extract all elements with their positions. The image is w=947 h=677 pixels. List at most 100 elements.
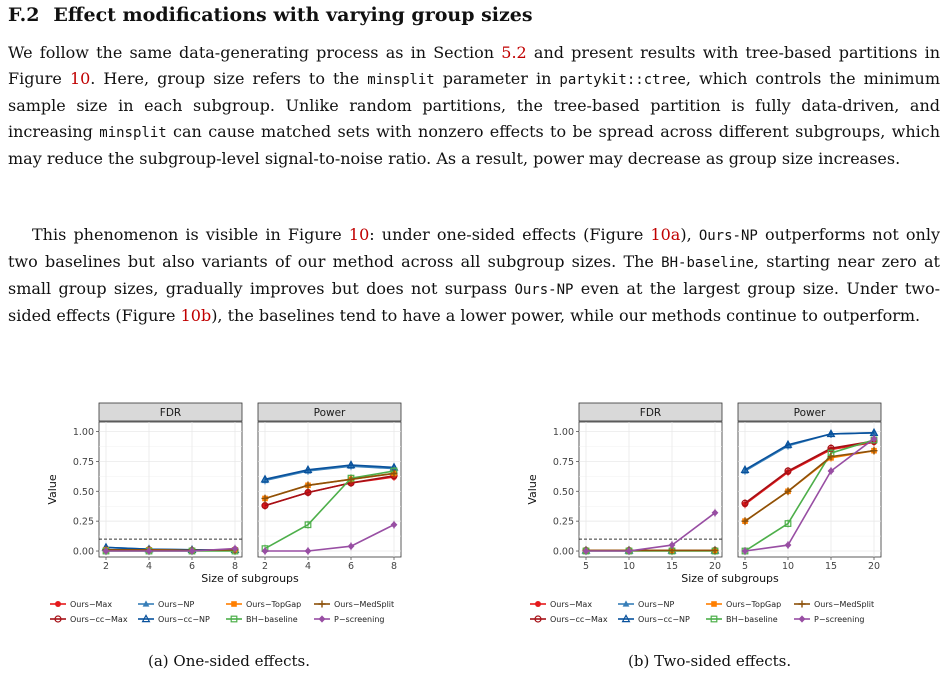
facet-strip — [578, 402, 723, 422]
figure-link[interactable]: 10 — [348, 225, 370, 244]
text-run: , which controls the minimum sample size… — [8, 69, 941, 141]
text-run: can cause matched sets with nonzero effe… — [8, 122, 941, 168]
y-tick-label: 0.50 — [73, 487, 94, 498]
code-ctree: partykit::ctree — [559, 72, 686, 88]
legend-label: Ours−cc−Max — [550, 615, 608, 624]
series-line — [586, 512, 716, 552]
series-line — [264, 475, 395, 507]
x-tick-label: 10 — [782, 561, 794, 572]
legend-key-marker — [230, 615, 238, 623]
x-tick-label: 15 — [825, 561, 837, 572]
legend-label: Ours−cc−Max — [70, 615, 128, 624]
data-point — [346, 460, 356, 469]
data-point — [261, 502, 269, 510]
data-point — [304, 521, 312, 529]
series-line — [744, 440, 875, 504]
legend-key-marker — [622, 600, 630, 607]
figure-b-link[interactable]: 10b — [180, 306, 212, 325]
legend-key-marker — [54, 615, 62, 623]
x-axis-label: Size of subgroups — [201, 572, 299, 585]
panel-background — [98, 421, 243, 558]
text-run: . Here, group size refers to the — [90, 69, 368, 88]
legend-key-marker — [798, 615, 806, 623]
series-line — [744, 438, 875, 552]
x-tick-label: 8 — [232, 561, 238, 572]
text-run: outperforms not only two baselines but a… — [8, 225, 941, 271]
x-axis-label: Size of subgroups — [681, 572, 779, 585]
y-axis-label: Value — [526, 474, 539, 504]
series-line — [744, 439, 875, 552]
legend-label: Ours−TopGap — [246, 600, 301, 609]
data-point — [870, 435, 878, 443]
text-run: parameter in — [434, 69, 560, 88]
data-point — [347, 542, 355, 550]
section-title: Effect modifications with varying group … — [53, 4, 533, 26]
code-ours-np: Ours-NP — [698, 228, 758, 244]
data-point — [740, 464, 750, 473]
series-line — [106, 547, 236, 552]
y-tick-label: 0.00 — [553, 547, 574, 558]
data-point — [784, 520, 792, 527]
data-point — [260, 474, 270, 483]
data-point — [303, 464, 313, 473]
legend-label: BH−baseline — [246, 615, 298, 624]
facet-strip — [98, 402, 243, 422]
data-point — [827, 467, 835, 475]
series-line — [264, 472, 395, 500]
x-tick-label: 20 — [868, 561, 880, 572]
y-tick-label: 1.00 — [73, 427, 94, 438]
series-line — [744, 449, 875, 522]
data-point — [711, 509, 719, 517]
series-line — [264, 465, 395, 482]
data-point — [784, 467, 792, 475]
figure-a-link[interactable]: 10a — [650, 225, 681, 244]
facet-label: Power — [794, 407, 826, 419]
x-tick-label: 5 — [742, 561, 748, 572]
section-number: F.2 — [8, 4, 40, 26]
legend-label: Ours−Max — [550, 600, 592, 609]
series-line — [265, 523, 395, 552]
caption-b: (b) Two-sided effects. — [628, 652, 792, 670]
x-tick-label: 10 — [623, 561, 635, 572]
x-tick-label: 4 — [146, 561, 152, 572]
y-tick-label: 0.75 — [73, 457, 94, 468]
x-tick-label: 6 — [348, 561, 354, 572]
facet-label: Power — [314, 407, 346, 419]
legend-key-marker — [710, 615, 718, 623]
y-tick-label: 1.00 — [553, 427, 574, 438]
panel-background — [257, 421, 402, 558]
x-tick-label: 15 — [666, 561, 678, 572]
x-tick-label: 20 — [709, 561, 721, 572]
series-line — [744, 432, 875, 471]
series-line — [264, 470, 395, 550]
x-tick-label: 2 — [262, 561, 268, 572]
legend-label: Ours−TopGap — [726, 600, 781, 609]
x-tick-label: 8 — [391, 561, 397, 572]
data-point — [261, 494, 269, 502]
code-ours-np: Ours-NP — [514, 282, 574, 298]
data-point — [784, 541, 792, 549]
section-link[interactable]: 5.2 — [501, 43, 527, 62]
figure-link[interactable]: 10 — [69, 69, 91, 88]
text-run: ), — [680, 225, 699, 244]
code-minsplit: minsplit — [367, 72, 435, 88]
y-tick-label: 0.25 — [553, 517, 574, 528]
data-point — [347, 475, 355, 483]
text-run: We follow the same data-generating proce… — [8, 43, 502, 62]
legend-key-marker — [711, 601, 717, 607]
legend-key-marker — [318, 615, 326, 623]
y-axis-label: Value — [46, 474, 59, 504]
data-point — [827, 453, 835, 461]
figure-two-sided: Value 0.00 0.25 0.50 0.75 1.00 FDR 5 10 15 20 Power… — [526, 402, 882, 624]
paragraph-2: This phenomenon is visible in Figure 10:… — [8, 222, 940, 329]
legend-key-marker — [534, 615, 542, 623]
text-run: , starting near zero at small group size… — [8, 252, 940, 298]
text-run: : under one-sided effects (Figure — [369, 225, 651, 244]
text-run: This phenomenon is visible in Figure — [32, 225, 349, 244]
legend-key-marker — [141, 614, 151, 623]
panel-background — [578, 421, 723, 558]
data-point — [741, 499, 749, 507]
y-tick-label: 0.75 — [553, 457, 574, 468]
legend-key-marker — [318, 600, 326, 608]
text-run: even at the largest group size. Under tw… — [8, 279, 941, 325]
